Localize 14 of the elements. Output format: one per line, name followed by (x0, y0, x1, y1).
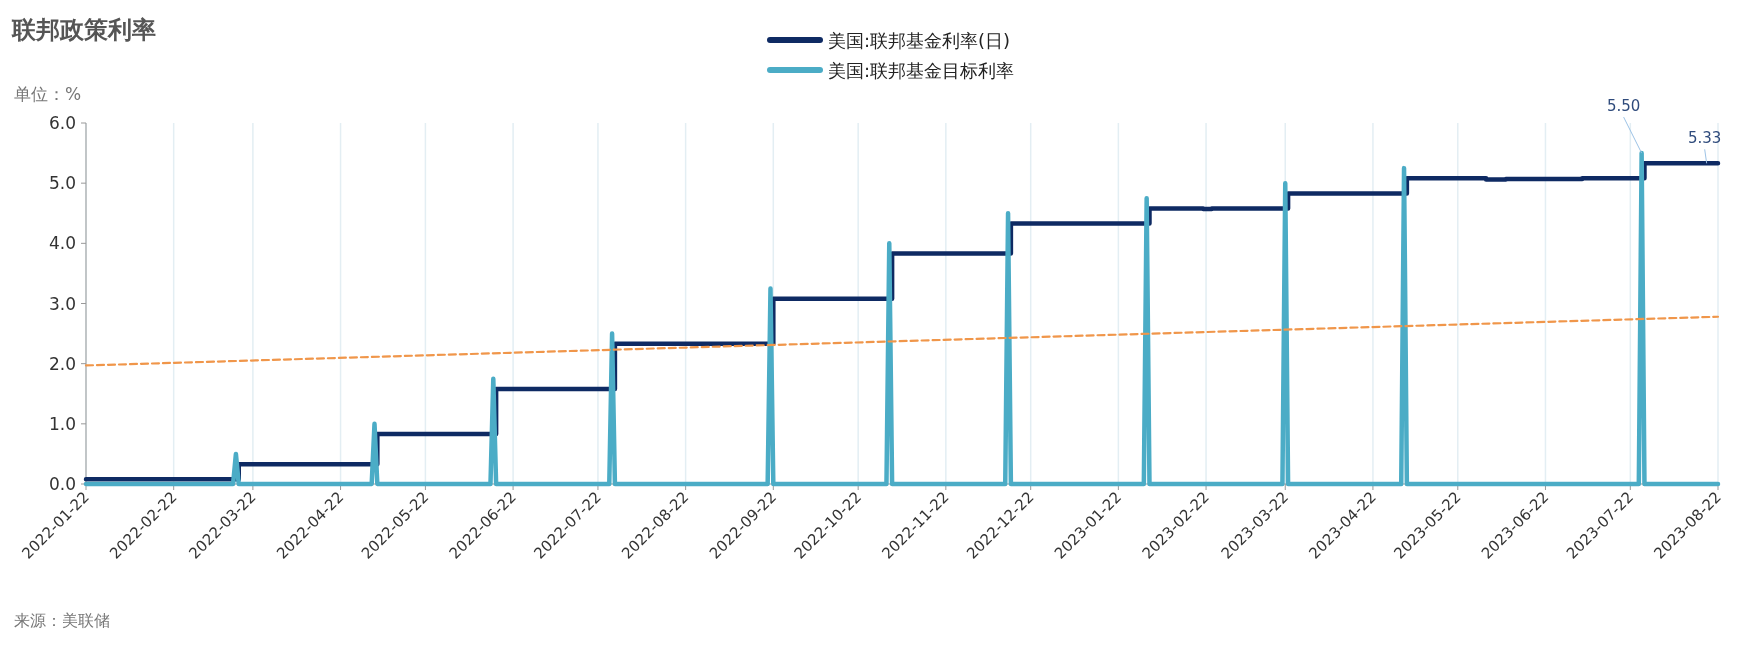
legend-label: 美国:联邦基金目标利率 (828, 60, 1015, 81)
y-tick-label: 6.0 (48, 113, 76, 133)
y-tick-label: 1.0 (48, 413, 76, 434)
y-tick-label: 3.0 (48, 293, 76, 314)
y-tick-label: 2.0 (48, 353, 76, 374)
annotation: 5.50 (1606, 97, 1641, 116)
annotation: 5.33 (1687, 129, 1722, 148)
y-tick-label: 0.0 (48, 474, 76, 494)
y-tick-label: 5.0 (48, 173, 76, 194)
y-axis-title: 单位：% (14, 84, 82, 104)
y-tick-label: 4.0 (48, 233, 76, 254)
source-note: 来源：美联储 (14, 611, 110, 630)
chart-title: 联邦政策利率 (11, 16, 156, 44)
legend-label: 美国:联邦基金利率(日) (828, 30, 1011, 51)
